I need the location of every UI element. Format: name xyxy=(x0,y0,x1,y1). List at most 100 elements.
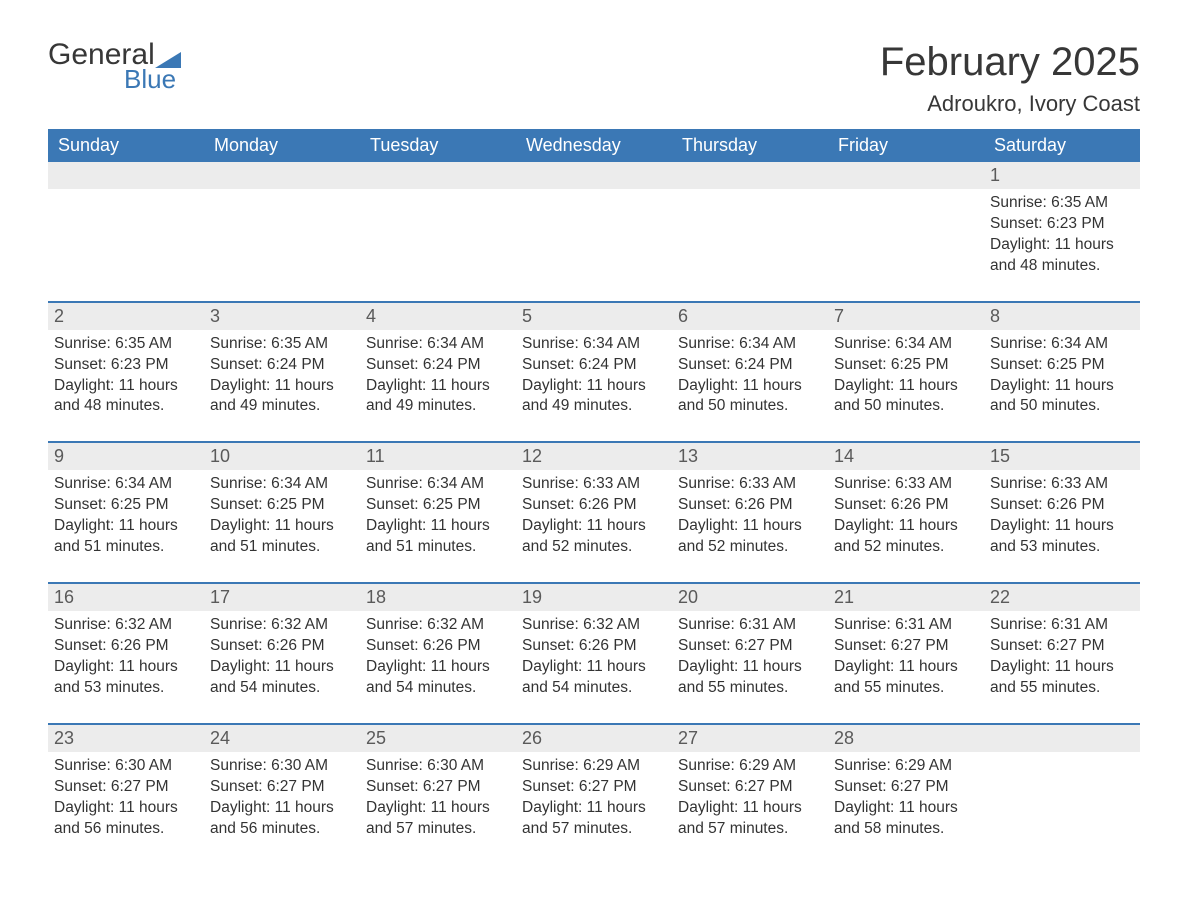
sunrise-text: Sunrise: 6:34 AM xyxy=(210,474,354,495)
day-number xyxy=(828,162,984,189)
day-cell: Sunrise: 6:30 AMSunset: 6:27 PMDaylight:… xyxy=(48,752,204,846)
day-number: 8 xyxy=(984,303,1140,330)
sunrise-text: Sunrise: 6:30 AM xyxy=(210,756,354,777)
dl1-text: Daylight: 11 hours xyxy=(54,657,198,678)
sunset-text: Sunset: 6:24 PM xyxy=(210,355,354,376)
day-cell xyxy=(984,752,1140,846)
dl2-text: and 49 minutes. xyxy=(366,396,510,417)
day-header-row: Sunday Monday Tuesday Wednesday Thursday… xyxy=(48,129,1140,162)
day-cell: Sunrise: 6:34 AMSunset: 6:24 PMDaylight:… xyxy=(672,330,828,424)
week-row: 232425262728Sunrise: 6:30 AMSunset: 6:27… xyxy=(48,723,1140,846)
sunset-text: Sunset: 6:27 PM xyxy=(678,777,822,798)
dl1-text: Daylight: 11 hours xyxy=(678,657,822,678)
day-cell xyxy=(48,189,204,283)
sunrise-text: Sunrise: 6:33 AM xyxy=(834,474,978,495)
sunrise-text: Sunrise: 6:29 AM xyxy=(678,756,822,777)
sunset-text: Sunset: 6:24 PM xyxy=(522,355,666,376)
sunrise-text: Sunrise: 6:33 AM xyxy=(990,474,1134,495)
week-row: 1Sunrise: 6:35 AMSunset: 6:23 PMDaylight… xyxy=(48,162,1140,283)
dl1-text: Daylight: 11 hours xyxy=(834,657,978,678)
sunset-text: Sunset: 6:26 PM xyxy=(366,636,510,657)
day-number xyxy=(360,162,516,189)
day-header: Wednesday xyxy=(516,129,672,162)
dl2-text: and 52 minutes. xyxy=(834,537,978,558)
dl1-text: Daylight: 11 hours xyxy=(366,798,510,819)
day-cell: Sunrise: 6:33 AMSunset: 6:26 PMDaylight:… xyxy=(828,470,984,564)
calendar: Sunday Monday Tuesday Wednesday Thursday… xyxy=(48,129,1140,845)
day-number: 17 xyxy=(204,584,360,611)
day-cell: Sunrise: 6:31 AMSunset: 6:27 PMDaylight:… xyxy=(672,611,828,705)
sunset-text: Sunset: 6:26 PM xyxy=(522,636,666,657)
day-cell: Sunrise: 6:34 AMSunset: 6:25 PMDaylight:… xyxy=(360,470,516,564)
sunrise-text: Sunrise: 6:34 AM xyxy=(990,334,1134,355)
dl1-text: Daylight: 11 hours xyxy=(678,798,822,819)
dl1-text: Daylight: 11 hours xyxy=(990,235,1134,256)
day-number xyxy=(672,162,828,189)
dl2-text: and 50 minutes. xyxy=(990,396,1134,417)
dl2-text: and 48 minutes. xyxy=(990,256,1134,277)
day-number: 18 xyxy=(360,584,516,611)
dl1-text: Daylight: 11 hours xyxy=(990,376,1134,397)
day-header: Sunday xyxy=(48,129,204,162)
month-title: February 2025 xyxy=(880,40,1140,85)
day-number xyxy=(204,162,360,189)
logo-text-2: Blue xyxy=(124,64,181,95)
dl2-text: and 53 minutes. xyxy=(54,678,198,699)
day-number xyxy=(984,725,1140,752)
header: General Blue February 2025 Adroukro, Ivo… xyxy=(48,40,1140,125)
sunrise-text: Sunrise: 6:31 AM xyxy=(834,615,978,636)
daynum-row: 1 xyxy=(48,162,1140,189)
sunrise-text: Sunrise: 6:32 AM xyxy=(210,615,354,636)
dl1-text: Daylight: 11 hours xyxy=(522,376,666,397)
week-row: 16171819202122Sunrise: 6:32 AMSunset: 6:… xyxy=(48,582,1140,705)
day-cell xyxy=(828,189,984,283)
sunrise-text: Sunrise: 6:30 AM xyxy=(366,756,510,777)
sunset-text: Sunset: 6:25 PM xyxy=(990,355,1134,376)
sunrise-text: Sunrise: 6:34 AM xyxy=(54,474,198,495)
dl2-text: and 54 minutes. xyxy=(366,678,510,699)
dl1-text: Daylight: 11 hours xyxy=(990,516,1134,537)
sunrise-text: Sunrise: 6:30 AM xyxy=(54,756,198,777)
sunrise-text: Sunrise: 6:34 AM xyxy=(366,334,510,355)
sunset-text: Sunset: 6:25 PM xyxy=(210,495,354,516)
weeks-container: 1Sunrise: 6:35 AMSunset: 6:23 PMDaylight… xyxy=(48,162,1140,845)
dl1-text: Daylight: 11 hours xyxy=(54,798,198,819)
day-number: 11 xyxy=(360,443,516,470)
dl1-text: Daylight: 11 hours xyxy=(834,376,978,397)
dl1-text: Daylight: 11 hours xyxy=(678,376,822,397)
dl2-text: and 49 minutes. xyxy=(522,396,666,417)
day-cell: Sunrise: 6:34 AMSunset: 6:25 PMDaylight:… xyxy=(48,470,204,564)
sunset-text: Sunset: 6:27 PM xyxy=(834,636,978,657)
day-number: 9 xyxy=(48,443,204,470)
day-number xyxy=(48,162,204,189)
day-number: 24 xyxy=(204,725,360,752)
day-header: Friday xyxy=(828,129,984,162)
day-number: 28 xyxy=(828,725,984,752)
dl2-text: and 57 minutes. xyxy=(522,819,666,840)
day-cell: Sunrise: 6:30 AMSunset: 6:27 PMDaylight:… xyxy=(204,752,360,846)
dl1-text: Daylight: 11 hours xyxy=(678,516,822,537)
sunset-text: Sunset: 6:25 PM xyxy=(366,495,510,516)
sunrise-text: Sunrise: 6:34 AM xyxy=(522,334,666,355)
dl2-text: and 55 minutes. xyxy=(678,678,822,699)
dl2-text: and 58 minutes. xyxy=(834,819,978,840)
dl1-text: Daylight: 11 hours xyxy=(54,516,198,537)
day-cell xyxy=(516,189,672,283)
day-cell: Sunrise: 6:32 AMSunset: 6:26 PMDaylight:… xyxy=(48,611,204,705)
sunset-text: Sunset: 6:26 PM xyxy=(210,636,354,657)
day-cell: Sunrise: 6:32 AMSunset: 6:26 PMDaylight:… xyxy=(204,611,360,705)
sunset-text: Sunset: 6:27 PM xyxy=(366,777,510,798)
week-row: 2345678Sunrise: 6:35 AMSunset: 6:23 PMDa… xyxy=(48,301,1140,424)
dl1-text: Daylight: 11 hours xyxy=(210,798,354,819)
sunrise-text: Sunrise: 6:35 AM xyxy=(54,334,198,355)
day-cell: Sunrise: 6:34 AMSunset: 6:24 PMDaylight:… xyxy=(516,330,672,424)
day-number: 15 xyxy=(984,443,1140,470)
sunset-text: Sunset: 6:24 PM xyxy=(366,355,510,376)
day-cell: Sunrise: 6:32 AMSunset: 6:26 PMDaylight:… xyxy=(360,611,516,705)
dl2-text: and 50 minutes. xyxy=(678,396,822,417)
day-cell xyxy=(360,189,516,283)
day-cell: Sunrise: 6:31 AMSunset: 6:27 PMDaylight:… xyxy=(828,611,984,705)
day-header: Tuesday xyxy=(360,129,516,162)
sunrise-text: Sunrise: 6:35 AM xyxy=(990,193,1134,214)
day-number: 22 xyxy=(984,584,1140,611)
